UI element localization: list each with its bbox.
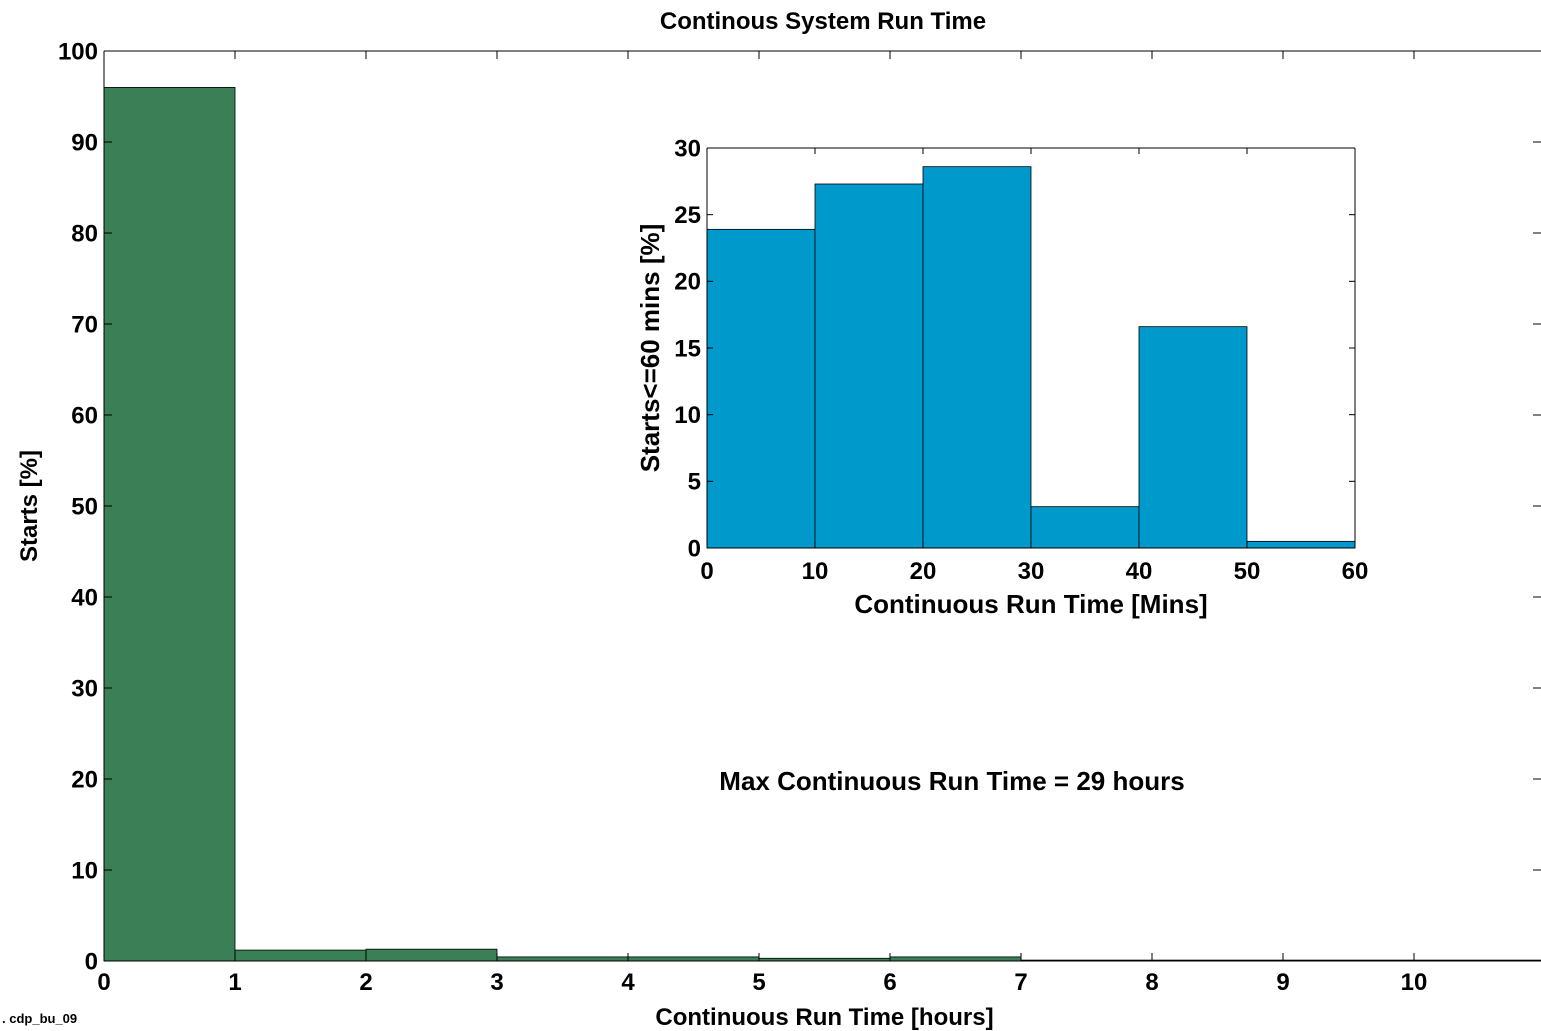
main-bar-0 xyxy=(103,87,236,962)
main-x-tick-label-7: 7 xyxy=(1014,969,1027,996)
inset-x-tick-label-1: 10 xyxy=(802,558,829,585)
inset-y-tick-label-3: 15 xyxy=(674,335,701,362)
main-y-tick-label-10: 100 xyxy=(58,38,98,65)
inset-y-axis-label: Starts<=60 mins [%] xyxy=(635,224,665,473)
main-y-tick-label-7: 70 xyxy=(71,311,98,338)
inset-bar-2 xyxy=(922,166,1032,549)
main-x-tick-label-0: 0 xyxy=(97,969,110,996)
main-x-tick-label-1: 1 xyxy=(228,969,241,996)
main-x-tick-label-6: 6 xyxy=(883,969,896,996)
main-bar-2 xyxy=(365,948,498,962)
inset-y-tick-label-6: 30 xyxy=(674,135,701,162)
inset-y-tick-label-1: 5 xyxy=(688,469,701,496)
inset-x-tick-label-0: 0 xyxy=(700,558,713,585)
annotation-max-run-time: Max Continuous Run Time = 29 hours xyxy=(719,766,1184,796)
inset-bar-4 xyxy=(1138,326,1248,549)
main-x-tick-label-3: 3 xyxy=(490,969,503,996)
main-y-axis-label: Starts [%] xyxy=(16,450,43,562)
inset-x-axis-label: Continuous Run Time [Mins] xyxy=(854,589,1207,619)
main-bar-1 xyxy=(234,949,367,962)
main-x-axis-label: Continuous Run Time [hours] xyxy=(655,1004,993,1031)
main-x-tick-label-8: 8 xyxy=(1145,969,1158,996)
main-y-tick-label-4: 40 xyxy=(71,584,98,611)
main-x-tick-label-9: 9 xyxy=(1276,969,1289,996)
inset-bar-0 xyxy=(706,228,816,549)
inset-plot: 0 10 20 30 40 50 60 0 5 10 15 20 25 30 Continuous Run … xyxy=(635,135,1368,619)
main-y-tick-label-1: 10 xyxy=(71,857,98,884)
main-y-tick-label-5: 50 xyxy=(71,493,98,520)
inset-y-tick-label-5: 25 xyxy=(674,202,701,229)
inset-bar-5 xyxy=(1246,540,1356,549)
inset-y-tick-label-0: 0 xyxy=(688,535,701,562)
main-y-tick-label-3: 30 xyxy=(71,675,98,702)
inset-x-tick-label-5: 50 xyxy=(1234,558,1261,585)
main-y-tick-label-9: 90 xyxy=(71,129,98,156)
inset-x-tick-label-2: 20 xyxy=(910,558,937,585)
inset-x-tick-label-6: 60 xyxy=(1342,558,1369,585)
inset-x-tick-label-3: 30 xyxy=(1018,558,1045,585)
main-y-tick-label-0: 0 xyxy=(85,948,98,975)
main-bar-6 xyxy=(889,956,1022,962)
main-x-tick-label-10: 10 xyxy=(1401,969,1428,996)
main-bar-3 xyxy=(496,956,629,962)
main-y-tick-label-6: 60 xyxy=(71,402,98,429)
inset-y-tick-label-4: 20 xyxy=(674,269,701,296)
inset-x-tick-label-4: 40 xyxy=(1126,558,1153,585)
main-x-tick-label-4: 4 xyxy=(621,969,635,996)
inset-y-tick-label-2: 10 xyxy=(674,402,701,429)
inset-bar-1 xyxy=(814,183,924,549)
main-x-tick-label-5: 5 xyxy=(752,969,765,996)
main-y-tick-label-8: 80 xyxy=(71,220,98,247)
chart-title: Continous System Run Time xyxy=(660,8,986,35)
main-y-tick-label-2: 20 xyxy=(71,766,98,793)
inset-bar-3 xyxy=(1030,506,1140,549)
footer-label: . cdp_bu_09 xyxy=(2,1011,77,1026)
main-x-tick-label-2: 2 xyxy=(359,969,372,996)
main-bar-4 xyxy=(627,956,760,962)
